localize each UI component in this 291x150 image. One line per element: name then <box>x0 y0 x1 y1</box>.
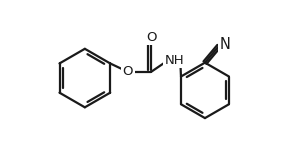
Text: O: O <box>146 31 156 44</box>
Text: O: O <box>123 65 133 78</box>
Text: NH: NH <box>164 54 184 67</box>
Text: N: N <box>219 37 230 52</box>
